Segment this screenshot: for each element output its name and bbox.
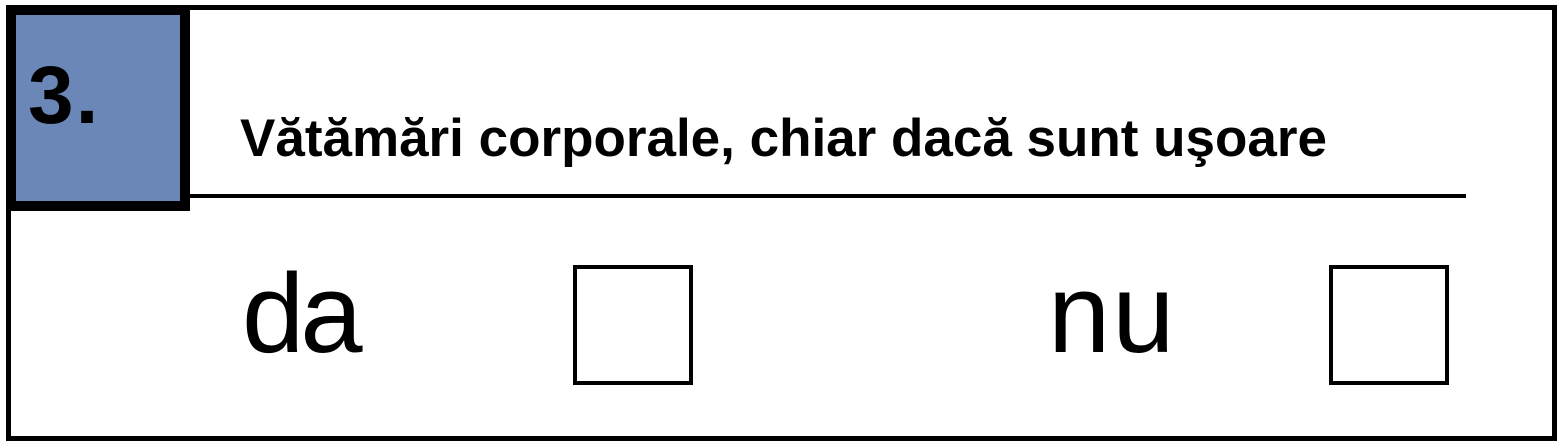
section-number: 3. (28, 50, 101, 141)
no-checkbox[interactable] (1329, 265, 1449, 385)
yes-label: da (242, 251, 363, 376)
section-title: Vătămări corporale, chiar dacă sunt uşoa… (240, 109, 1327, 168)
title-underline (182, 194, 1466, 198)
section-number-badge: 3. (6, 5, 190, 211)
yes-checkbox[interactable] (573, 265, 693, 385)
injury-question-box (6, 5, 1557, 441)
no-label: nu (1048, 251, 1177, 376)
